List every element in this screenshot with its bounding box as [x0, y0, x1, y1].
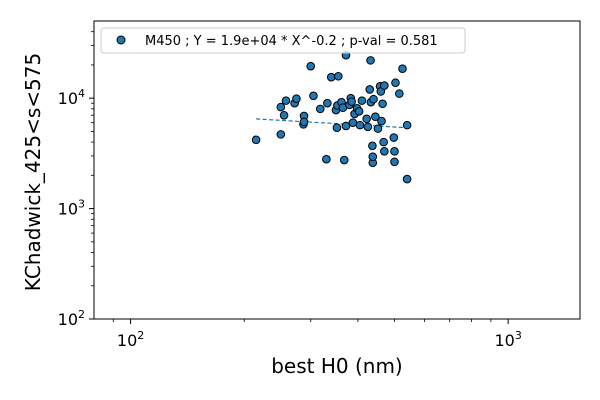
- data-point: [402, 120, 412, 130]
- x-tick-label: 103: [494, 329, 521, 350]
- y-tick-label: 103: [58, 198, 85, 219]
- data-point: [378, 99, 387, 109]
- data-point: [365, 85, 375, 94]
- data-point: [334, 71, 343, 81]
- data-point: [348, 118, 358, 127]
- data-point: [363, 122, 373, 132]
- x-axis-label: best H0 (nm): [271, 354, 403, 378]
- data-point: [315, 104, 325, 114]
- data-point: [299, 117, 309, 127]
- legend: M450 ; Y = 1.9e+04 * X^-0.2 ; p-val = 0.…: [100, 27, 466, 54]
- data-point: [369, 94, 378, 104]
- data-point: [398, 64, 407, 73]
- data-point: [373, 124, 383, 133]
- data-point: [341, 121, 351, 131]
- data-point: [326, 72, 336, 82]
- data-point: [390, 147, 399, 156]
- data-point: [292, 94, 301, 103]
- fit-line-layer: [256, 118, 408, 129]
- y-tick-label: 102: [58, 308, 85, 329]
- data-point: [279, 110, 289, 120]
- x-tick-label: 102: [117, 329, 144, 350]
- data-point: [377, 116, 386, 126]
- data-point: [347, 97, 356, 106]
- data-point: [368, 152, 378, 162]
- data-point: [332, 123, 342, 133]
- data-point: [368, 141, 377, 151]
- data-point: [323, 98, 332, 108]
- data-point: [355, 120, 365, 130]
- legend-label: M450 ; Y = 1.9e+04 * X^-0.2 ; p-val = 0.…: [145, 34, 438, 49]
- data-point: [390, 157, 399, 167]
- plot-frame: [93, 20, 581, 320]
- data-point: [380, 147, 389, 156]
- data-point: [371, 112, 380, 121]
- data-point: [357, 96, 367, 105]
- data-point: [276, 102, 286, 112]
- tick-labels-layer: 102 103 102 103 104: [58, 87, 522, 350]
- data-point: [306, 61, 316, 71]
- data-point: [395, 89, 404, 98]
- data-point: [366, 56, 375, 65]
- data-point: [251, 135, 261, 145]
- data-point: [281, 96, 291, 105]
- data-point: [379, 137, 388, 147]
- data-point: [354, 107, 364, 116]
- ticks-layer: [89, 31, 509, 324]
- data-point: [322, 154, 331, 164]
- fit-line: [256, 118, 408, 129]
- y-axis-label: KChadwick_425<s<575: [21, 53, 45, 291]
- data-point: [389, 133, 399, 142]
- y-tick-label: 104: [58, 87, 85, 108]
- data-point: [391, 78, 400, 88]
- data-point: [362, 114, 371, 124]
- data-point: [402, 174, 412, 184]
- legend-box: [100, 27, 466, 54]
- data-point: [309, 91, 318, 101]
- data-point: [276, 130, 286, 139]
- data-point: [380, 81, 389, 90]
- legend-marker: [116, 35, 126, 45]
- data-point: [339, 155, 349, 165]
- points-layer: [251, 50, 412, 184]
